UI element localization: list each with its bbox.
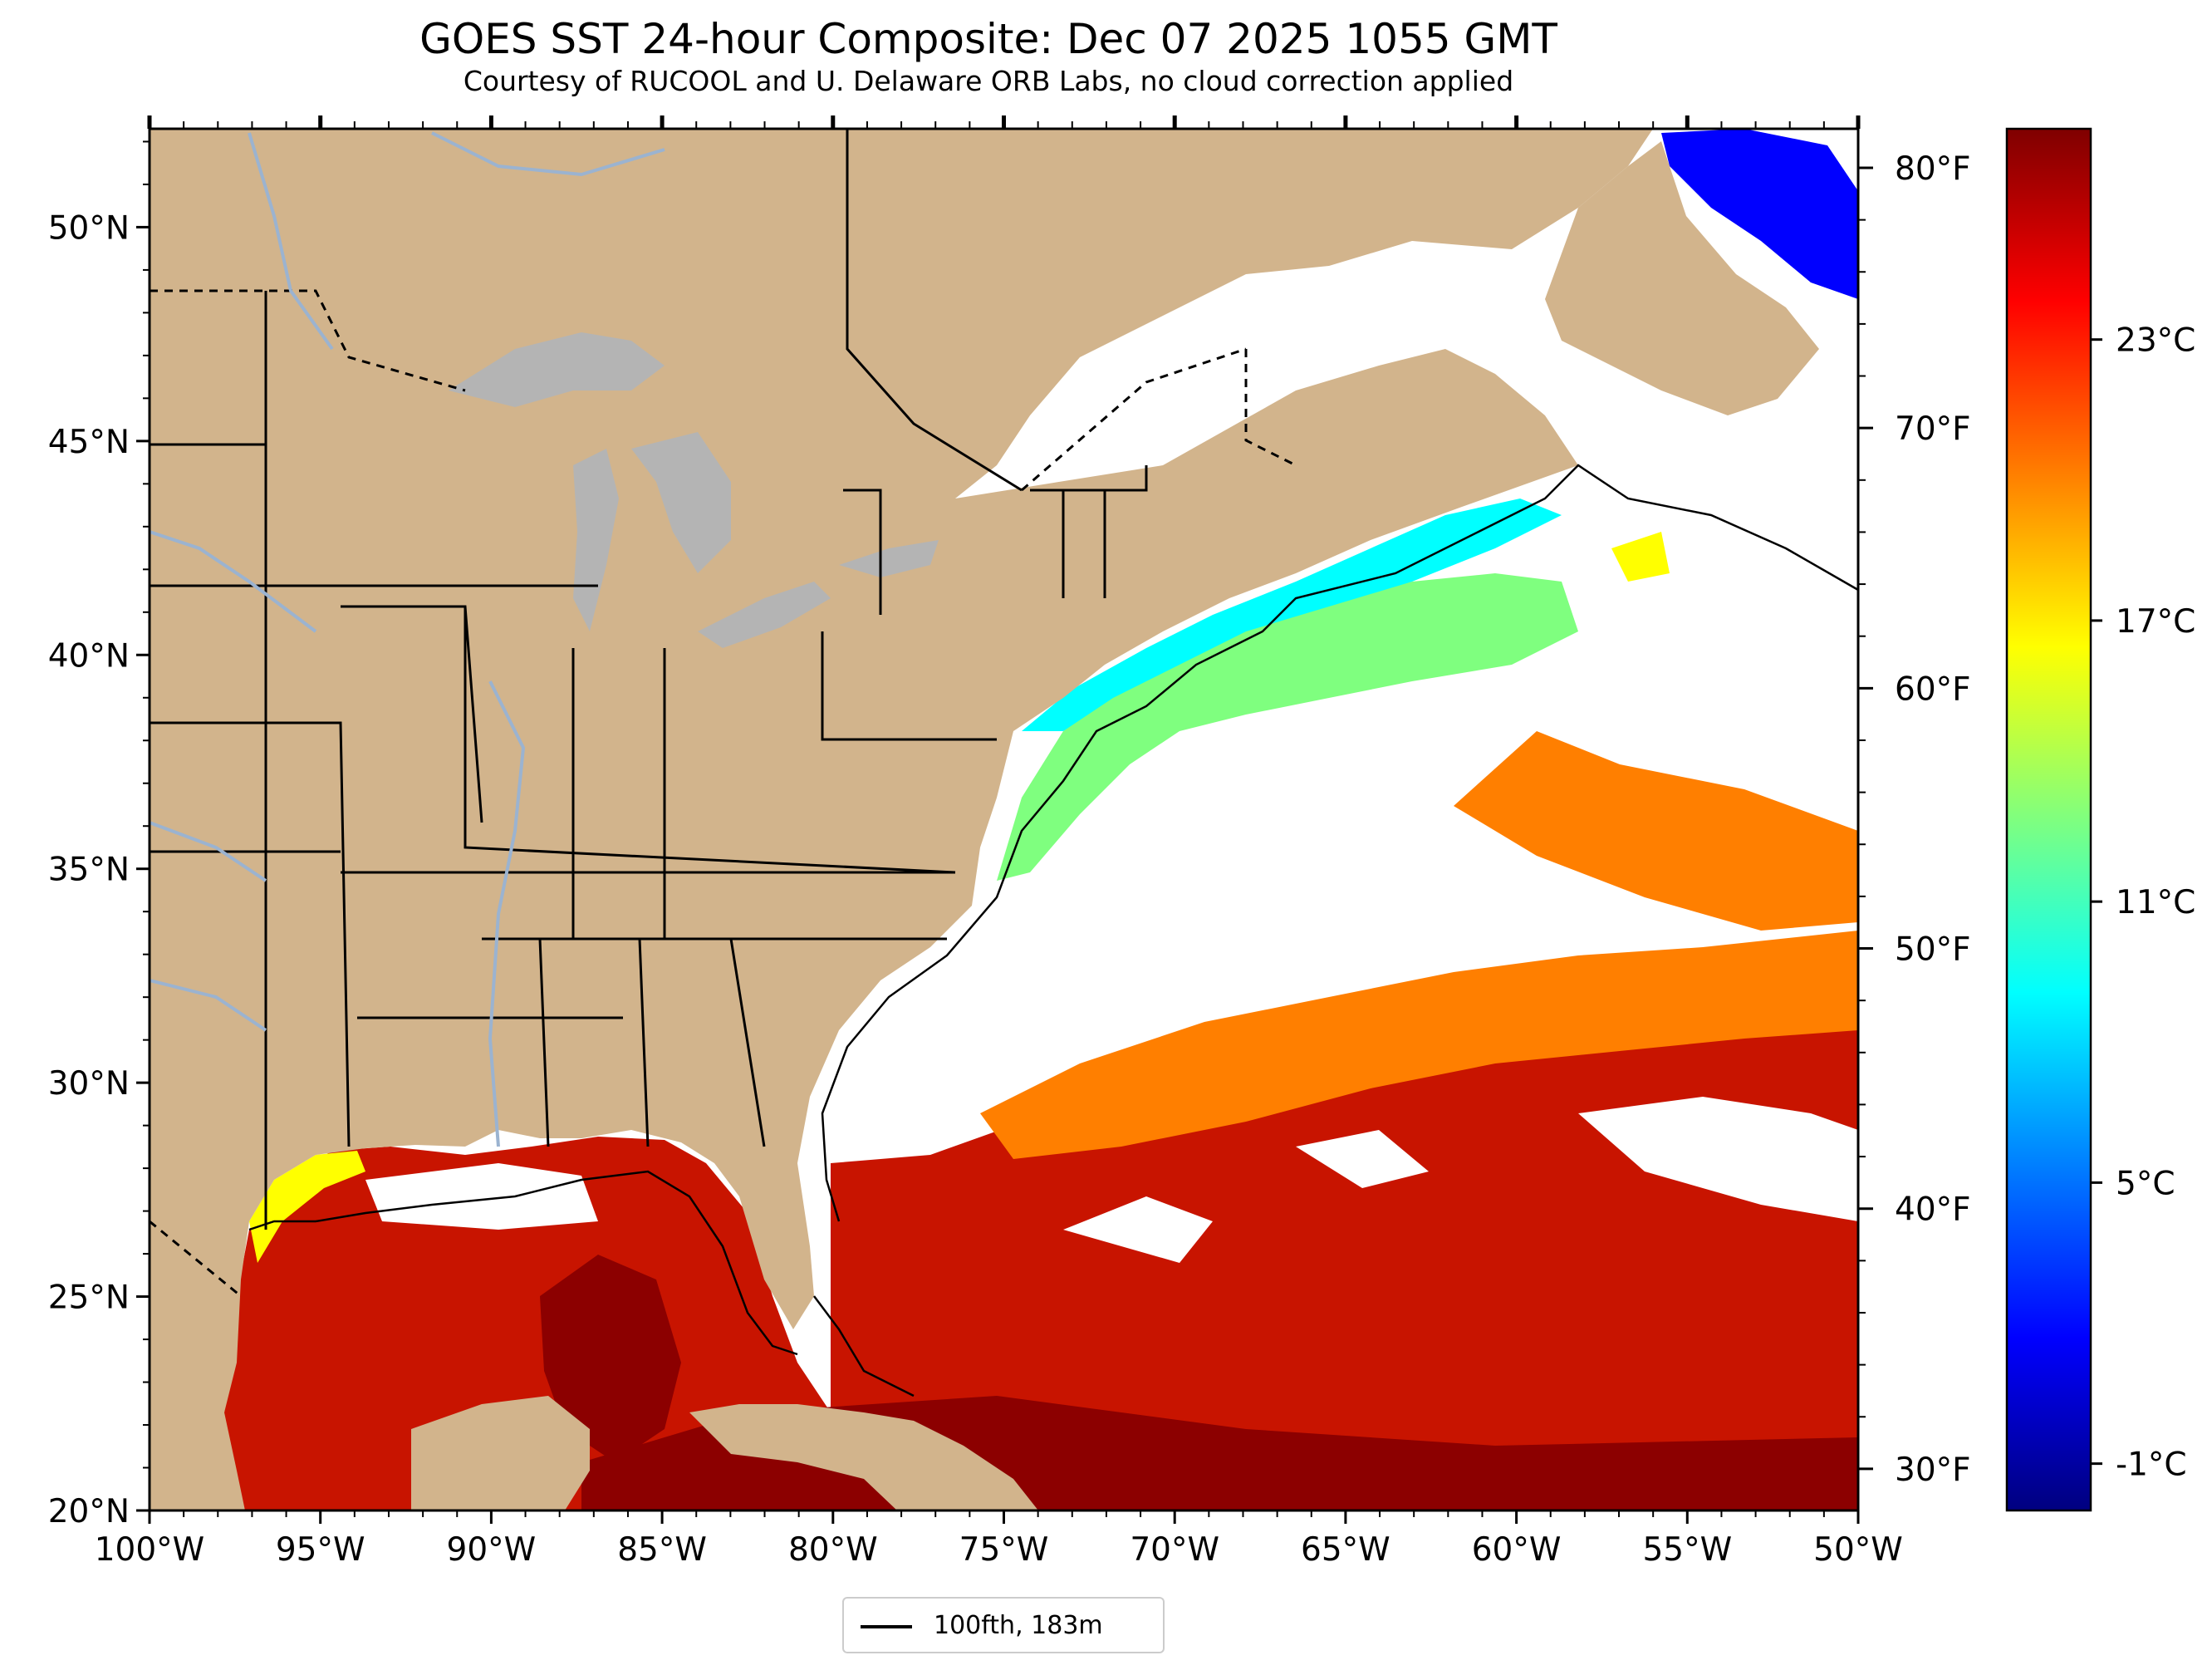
sst-newfoundland-blue xyxy=(1661,129,1858,299)
colorbar-tick-label: 11°C xyxy=(2116,884,2195,921)
sst-warm-atlantic xyxy=(831,955,1858,1510)
lon-tick-label: 80°W xyxy=(788,1531,878,1569)
sst-shelf-green xyxy=(997,573,1578,881)
lon-tick-label: 70°W xyxy=(1130,1531,1219,1569)
lake-huron xyxy=(631,432,731,573)
legend-line-swatch xyxy=(861,1625,912,1628)
lon-tick-label: 65°W xyxy=(1301,1531,1390,1569)
land-north-america xyxy=(150,129,1653,1510)
fahrenheit-axis: 30°F 40°F 50°F 60°F 70°F 80°F xyxy=(1858,150,1971,1489)
map-layers xyxy=(150,129,1858,1510)
lon-tick-label: 60°W xyxy=(1472,1531,1562,1569)
lat-tick-label: 50°N xyxy=(48,209,130,247)
colorbar-tick-label: 17°C xyxy=(2116,603,2195,641)
map-title: GOES SST 24-hour Composite: Dec 07 2025 … xyxy=(419,15,1557,63)
fahrenheit-tick-label: 60°F xyxy=(1895,670,1971,708)
fahrenheit-tick-label: 80°F xyxy=(1895,150,1971,188)
lon-tick-label: 95°W xyxy=(276,1531,365,1569)
land-yucatan xyxy=(411,1396,590,1510)
lon-tick-label: 55°W xyxy=(1642,1531,1732,1569)
latitude-axis: 20°N 25°N 30°N 35°N 40°N 45°N 50°N xyxy=(48,140,150,1530)
lon-tick-label: 75°W xyxy=(959,1531,1049,1569)
lat-tick-label: 45°N xyxy=(48,424,130,461)
political-borders xyxy=(150,129,1297,1298)
isobath-100-fathom xyxy=(248,464,1858,1397)
lon-tick-label: 100°W xyxy=(95,1531,205,1569)
colorbar-axis: -1°C 5°C 11°C 17°C 23°C xyxy=(2091,322,2195,1484)
rivers xyxy=(150,131,665,1147)
land-cuba xyxy=(689,1404,1038,1510)
map-subtitle: Courtesy of RUCOOL and U. Delaware ORB L… xyxy=(463,65,1514,97)
lake-ontario xyxy=(839,540,939,577)
cloud-patches xyxy=(365,1097,1858,1263)
lake-erie xyxy=(698,582,831,648)
colorbar-tick-label: 5°C xyxy=(2116,1165,2175,1202)
colorbar-tick-label: 23°C xyxy=(2116,322,2195,360)
sst-gulf-coastal-yellow xyxy=(249,1151,365,1263)
legend-label: 100fth, 183m xyxy=(934,1611,1103,1640)
lon-tick-label: 90°W xyxy=(447,1531,537,1569)
sst-gulf-of-mexico xyxy=(224,1137,831,1510)
colorbar xyxy=(2005,127,2092,1512)
colorbar-tick-label: -1°C xyxy=(2116,1447,2187,1484)
sst-orange-patch-east xyxy=(1454,731,1858,931)
lat-tick-label: 40°N xyxy=(48,637,130,675)
fahrenheit-tick-label: 50°F xyxy=(1895,931,1971,969)
lat-tick-label: 35°N xyxy=(48,852,130,889)
lat-tick-label: 30°N xyxy=(48,1065,130,1103)
fahrenheit-tick-label: 70°F xyxy=(1895,410,1971,448)
lon-tick-label: 50°W xyxy=(1813,1531,1903,1569)
lat-tick-label: 25°N xyxy=(48,1280,130,1317)
longitude-axis: 100°W 95°W 90°W 85°W 80°W 75°W 70°W 65°W 60°W 55°… xyxy=(95,115,1903,1569)
sst-green-yellow-patch xyxy=(1611,532,1670,582)
sst-orange-band xyxy=(980,931,1858,1159)
sst-hot-loop-current xyxy=(540,1255,681,1462)
lat-tick-label: 20°N xyxy=(48,1493,130,1530)
land-newfoundland xyxy=(1545,141,1819,415)
lon-tick-label: 85°W xyxy=(617,1531,707,1569)
lake-superior xyxy=(449,332,665,407)
fahrenheit-tick-label: 40°F xyxy=(1895,1191,1971,1229)
map-legend: 100fth, 183m xyxy=(842,1597,1165,1653)
fahrenheit-tick-label: 30°F xyxy=(1895,1451,1971,1489)
